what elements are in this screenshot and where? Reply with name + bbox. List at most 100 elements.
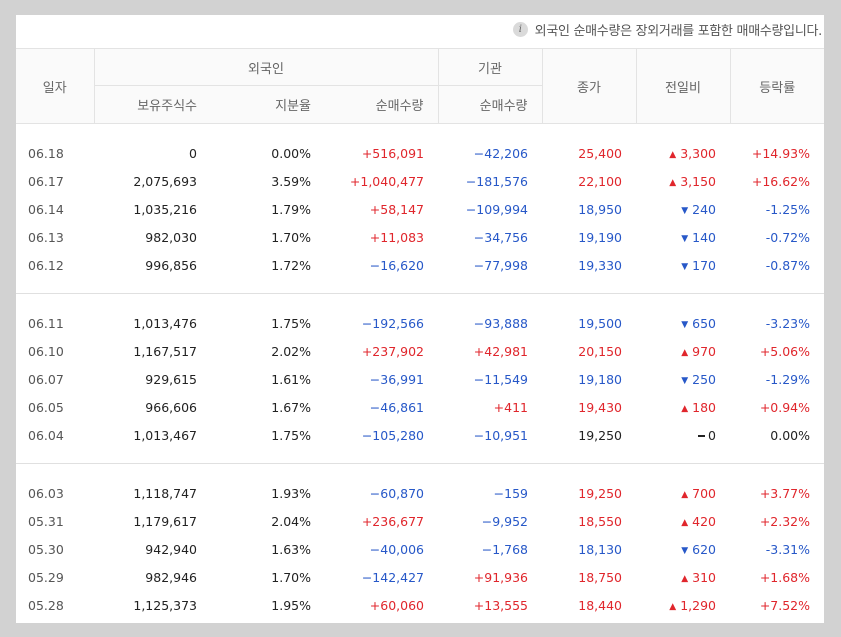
cell-net-inst: −109,994 [465, 201, 528, 217]
cell-holding: 929,615 [145, 371, 197, 387]
cell-net-inst: −34,756 [473, 229, 528, 245]
cell-close: 18,440 [578, 597, 622, 613]
table-row: 06.07 929,615 1.61% −36,991 −11,549 19,180 ▼ 25… [16, 365, 824, 393]
table-row: 05.29 982,946 1.70% −142,427 +91,936 18,750 ▲ 3… [16, 563, 824, 591]
cell-date: 06.12 [28, 257, 64, 273]
up-arrow-icon: ▲ [681, 403, 689, 414]
cell-date: 06.10 [28, 343, 64, 359]
cell-net-foreign: +237,902 [361, 343, 424, 359]
cell-holding: 942,940 [145, 541, 197, 557]
group-spacer [16, 124, 824, 140]
cell-share: 1.79% [271, 201, 311, 217]
change-value: 0 [708, 427, 716, 443]
table-row: 06.11 1,013,476 1.75% −192,566 −93,888 19,500… [16, 309, 824, 337]
cell-rate: -3.23% [765, 315, 810, 331]
cell-holding: 0 [189, 145, 197, 161]
cell-holding: 1,179,617 [133, 513, 197, 529]
cell-close: 18,950 [578, 201, 622, 217]
cell-change: ▲ 420 [636, 507, 730, 535]
change-value: 3,150 [680, 173, 716, 189]
change-value: 650 [692, 315, 716, 331]
cell-close: 25,400 [578, 145, 622, 161]
cell-net-inst: +411 [493, 399, 528, 415]
down-arrow-icon: ▼ [681, 205, 689, 216]
cell-net-foreign: +60,060 [369, 597, 424, 613]
cell-rate: +3.77% [759, 485, 810, 501]
table-row: 06.14 1,035,216 1.79% +58,147 −109,994 18,950… [16, 195, 824, 223]
cell-share: 1.70% [271, 569, 311, 585]
change-value: 180 [692, 399, 716, 415]
cell-close: 18,750 [578, 569, 622, 585]
cell-change: ▼ 620 [636, 535, 730, 563]
cell-share: 2.02% [271, 343, 311, 359]
trading-table: 일자 외국인 기관 종가 전일비 등락률 보유주식수 지분율 순매수량 순매수량… [16, 48, 824, 633]
cell-net-inst: −181,576 [465, 173, 528, 189]
table-row: 05.31 1,179,617 2.04% +236,677 −9,952 18,550 ▲… [16, 507, 824, 535]
cell-date: 05.30 [28, 541, 64, 557]
cell-net-foreign: −40,006 [369, 541, 424, 557]
header-foreign: 외국인 [94, 48, 439, 86]
cell-net-inst: −10,951 [473, 427, 528, 443]
cell-close: 19,500 [578, 315, 622, 331]
header-rate: 등락률 [730, 48, 824, 124]
table-row: 06.12 996,856 1.72% −16,620 −77,998 19,330 ▼ 17… [16, 251, 824, 279]
cell-rate: -1.25% [765, 201, 810, 217]
group-divider [16, 619, 824, 633]
change-value: 310 [692, 569, 716, 585]
cell-net-foreign: −192,566 [361, 315, 424, 331]
cell-share: 1.95% [271, 597, 311, 613]
up-arrow-icon: ▲ [681, 347, 689, 358]
group-spacer [16, 294, 824, 310]
cell-close: 18,130 [578, 541, 622, 557]
cell-close: 19,250 [578, 485, 622, 501]
cell-holding: 1,118,747 [133, 485, 197, 501]
cell-change: ▲ 1,290 [636, 591, 730, 619]
cell-change: ▲ 970 [636, 337, 730, 365]
cell-net-foreign: −36,991 [369, 371, 424, 387]
header-close: 종가 [542, 48, 637, 124]
table-row: 06.03 1,118,747 1.93% −60,870 −159 19,250 ▲ 700… [16, 479, 824, 507]
cell-net-foreign: −105,280 [361, 427, 424, 443]
down-arrow-icon: ▼ [681, 233, 689, 244]
change-value: 140 [692, 229, 716, 245]
cell-change: ▲ 700 [636, 479, 730, 507]
table-row: 06.10 1,167,517 2.02% +237,902 +42,981 20,150… [16, 337, 824, 365]
cell-net-inst: −11,549 [473, 371, 528, 387]
up-arrow-icon: ▲ [669, 601, 677, 612]
up-arrow-icon: ▲ [681, 517, 689, 528]
cell-share: 1.61% [271, 371, 311, 387]
cell-net-foreign: −60,870 [369, 485, 424, 501]
header-share: 지분율 [211, 85, 325, 124]
down-arrow-icon: ▼ [681, 375, 689, 386]
cell-close: 19,430 [578, 399, 622, 415]
cell-change: ▲ 3,300 [636, 139, 730, 167]
cell-share: 1.75% [271, 427, 311, 443]
cell-change: ▲ 180 [636, 393, 730, 421]
table-row: 06.05 966,606 1.67% −46,861 +411 19,430 ▲ 180 +0… [16, 393, 824, 421]
cell-date: 06.17 [28, 173, 64, 189]
change-value: 240 [692, 201, 716, 217]
cell-share: 1.72% [271, 257, 311, 273]
cell-close: 19,250 [578, 427, 622, 443]
cell-rate: +7.52% [759, 597, 810, 613]
cell-change: ▼ 170 [636, 251, 730, 279]
cell-rate: +14.93% [751, 145, 810, 161]
up-arrow-icon: ▲ [669, 149, 677, 160]
cell-date: 06.05 [28, 399, 64, 415]
cell-net-inst: +91,936 [473, 569, 528, 585]
cell-rate: +16.62% [751, 173, 810, 189]
notice-text: 외국인 순매수량은 장외거래를 포함한 매매수량입니다. [534, 23, 823, 39]
header-institution: 기관 [438, 48, 543, 86]
cell-rate: -0.72% [765, 229, 810, 245]
cell-change: ▼ 650 [636, 309, 730, 337]
cell-net-inst: −42,206 [473, 145, 528, 161]
cell-date: 06.18 [28, 145, 64, 161]
header-net-inst: 순매수량 [438, 85, 543, 124]
cell-change: 0 [636, 421, 730, 449]
table-row: 06.17 2,075,693 3.59% +1,040,477 −181,576 22,… [16, 167, 824, 195]
cell-net-inst: −159 [493, 485, 528, 501]
cell-close: 20,150 [578, 343, 622, 359]
cell-holding: 2,075,693 [133, 173, 197, 189]
cell-date: 05.28 [28, 597, 64, 613]
header-date: 일자 [16, 48, 95, 124]
